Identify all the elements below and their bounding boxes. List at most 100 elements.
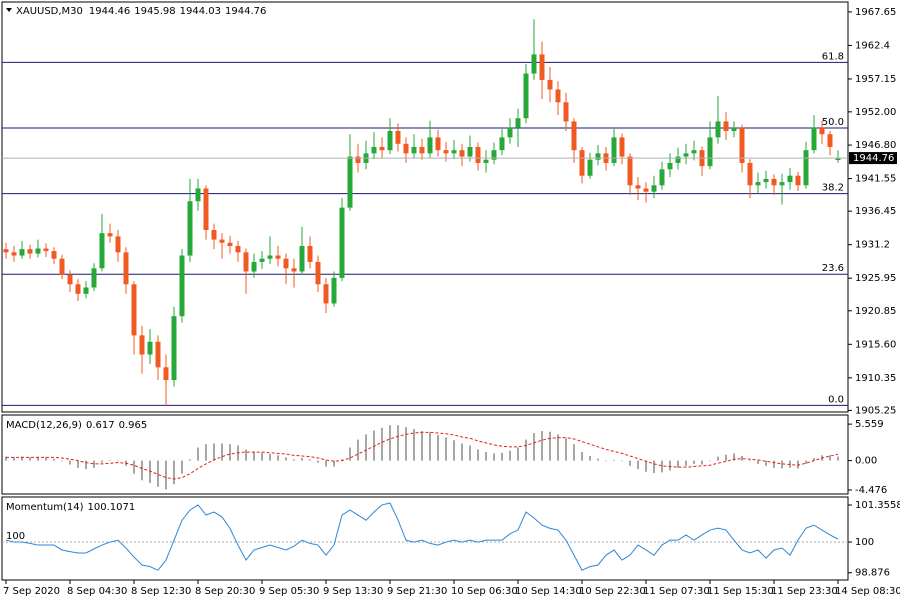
candle-body — [291, 268, 297, 272]
candle-body — [3, 249, 9, 253]
macd-bar — [157, 460, 159, 487]
macd-bar — [373, 430, 375, 461]
macd-bar — [165, 460, 167, 490]
candle-body — [147, 341, 153, 355]
x-tick-label: 11 Sep 15:30 — [707, 586, 774, 597]
y-tick-label: -4.476 — [855, 485, 887, 496]
candle-body — [419, 146, 425, 154]
macd-bar — [829, 455, 831, 461]
x-tick-label: 8 Sep 04:30 — [67, 586, 127, 597]
candle-body — [483, 159, 489, 163]
macd-bar — [701, 460, 703, 465]
x-tick-label: 10 Sep 06:30 — [451, 586, 518, 597]
macd-bar — [805, 460, 807, 464]
macd-bar — [117, 460, 119, 462]
macd-bar — [445, 437, 447, 461]
macd-bar — [509, 450, 511, 461]
y-tick-label: 101.3558 — [855, 500, 900, 511]
candle-body — [323, 284, 329, 304]
candle-body — [507, 127, 513, 138]
macd-bar — [597, 458, 599, 461]
y-tick-label: 1936.45 — [855, 206, 896, 217]
macd-bar — [741, 456, 743, 461]
macd-bar — [53, 458, 55, 461]
macd-bar — [533, 433, 535, 461]
candle-body — [835, 158, 841, 160]
candle-body — [403, 143, 409, 154]
macd-bar — [645, 460, 647, 472]
macd-bar — [229, 444, 231, 461]
macd-bar — [541, 431, 543, 461]
momentum-level-label: 100 — [6, 531, 25, 542]
candle-body — [515, 118, 521, 128]
macd-bar — [437, 435, 439, 461]
x-tick-label: 11 Sep 07:30 — [643, 586, 710, 597]
fib-level-label: 50.0 — [822, 117, 844, 128]
macd-bar — [293, 459, 295, 461]
y-tick-label: 0.00 — [855, 456, 877, 467]
macd-bar — [61, 460, 63, 462]
macd-bar — [309, 459, 311, 461]
y-tick-label: 1952.00 — [855, 107, 896, 118]
candle-body — [563, 102, 569, 122]
candle-body — [99, 233, 105, 269]
momentum-line — [5, 502, 839, 571]
macd-bar — [77, 460, 79, 468]
macd-bar — [5, 456, 7, 461]
macd-bar — [189, 459, 191, 461]
macd-bar — [453, 440, 455, 461]
momentum-panel — [1, 496, 849, 581]
candle-body — [547, 79, 553, 90]
x-tick-label: 8 Sep 20:30 — [195, 586, 255, 597]
macd-bar — [549, 431, 551, 461]
macd-bar — [213, 443, 215, 461]
symbol-icon — [6, 8, 12, 12]
y-tick-label: 1946.80 — [855, 140, 896, 151]
candle-body — [155, 341, 161, 368]
macd-bar — [389, 425, 391, 461]
candle-body — [67, 274, 73, 285]
y-tick-label: 1920.85 — [855, 306, 896, 317]
candle-body — [771, 178, 777, 186]
header-high: 1945.98 — [134, 6, 175, 17]
candle-body — [235, 245, 241, 253]
fib-level-label: 38.2 — [822, 183, 844, 194]
macd-bar — [797, 460, 799, 469]
macd-bar — [261, 452, 263, 461]
macd-bar — [317, 460, 319, 463]
candle-body — [731, 127, 737, 132]
candle-body — [499, 137, 505, 151]
candle-body — [779, 182, 785, 186]
candle-body — [139, 335, 145, 355]
macd-bar — [413, 429, 415, 461]
candle-body — [435, 137, 441, 151]
macd-bar — [429, 432, 431, 461]
candle-body — [251, 261, 257, 272]
macd-bar — [197, 447, 199, 461]
macd-bar — [325, 460, 327, 467]
macd-bar — [269, 454, 271, 461]
y-tick-label: 5.559 — [855, 419, 884, 430]
candle-body — [51, 251, 57, 259]
macd-bar — [21, 456, 23, 461]
macd-signal-value: 0.965 — [119, 420, 148, 431]
macd-bar — [341, 459, 343, 461]
candle-body — [243, 252, 249, 272]
macd-bar — [253, 451, 255, 461]
macd-bar — [757, 460, 759, 464]
header-low: 1944.03 — [180, 6, 221, 17]
candle-body — [123, 252, 129, 285]
candle-body — [643, 188, 649, 192]
candle-body — [571, 121, 577, 151]
macd-bar — [205, 444, 207, 461]
fib-level-label: 23.6 — [822, 263, 844, 274]
macd-bar — [45, 457, 47, 461]
candle-body — [195, 188, 201, 202]
candle-body — [179, 255, 185, 317]
candle-body — [19, 249, 25, 256]
macd-bar — [621, 460, 623, 462]
candle-body — [555, 89, 561, 103]
y-tick-label: 1957.15 — [855, 74, 896, 85]
candle-body — [763, 178, 769, 183]
